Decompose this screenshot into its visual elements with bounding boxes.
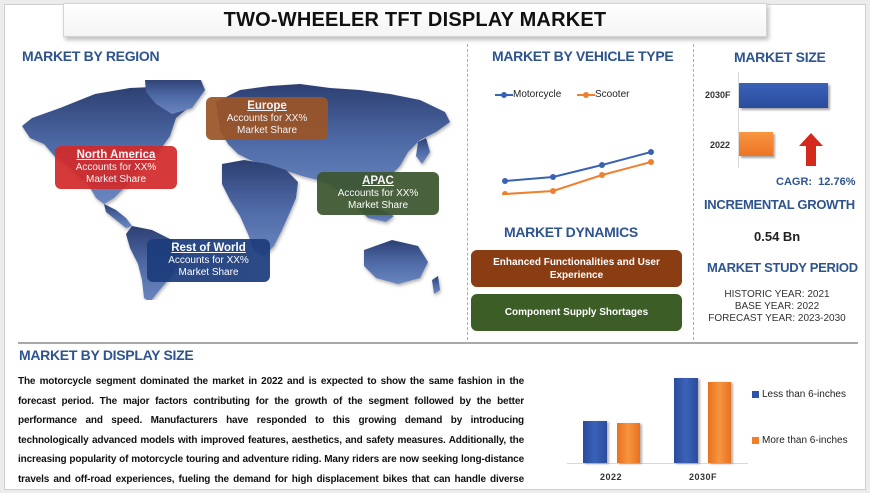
legend-label: Less than 6-inches (762, 389, 846, 400)
display-axis-label: 2022 (600, 472, 623, 482)
cagr-value: CAGR: 12.76% (776, 176, 856, 188)
region-share-line: Accounts for XX% (168, 255, 249, 266)
region-share-line: Accounts for XX% (75, 162, 157, 173)
region-card-rest-of-world: Rest of World Accounts for XX% Market Sh… (147, 239, 270, 282)
vehicle-line-chart (502, 149, 654, 195)
historic-year: HISTORIC YEAR: 2021 (724, 289, 830, 300)
legend-line-marker-icon (577, 91, 595, 98)
display-legend-less: Less than 6-inches (752, 389, 846, 400)
dynamics-driver-card: Enhanced Functionalities and User Experi… (471, 250, 682, 287)
incremental-growth-title: INCREMENTAL GROWTH (704, 197, 855, 212)
display-bar-2030f-more (708, 382, 731, 463)
display-legend-more: More than 6-inches (752, 435, 848, 446)
region-card-europe: Europe Accounts for XX% Market Share (206, 97, 328, 140)
display-bar-2022-more (617, 423, 640, 463)
legend-label: Scooter (595, 89, 630, 100)
region-share-line: Market Share (85, 174, 147, 185)
growth-arrow-icon (799, 133, 823, 166)
legend-swatch-icon (752, 437, 759, 444)
region-name: APAC (362, 175, 394, 187)
display-axis-label: 2030F (689, 472, 718, 482)
size-bar-2022 (739, 132, 773, 156)
region-share-line: Accounts for XX% (337, 188, 419, 199)
vehicle-section-title: MARKET BY VEHICLE TYPE (492, 48, 674, 64)
divider-horizontal (18, 342, 858, 344)
vehicle-legend-motorcycle: Motorcycle (495, 89, 561, 100)
study-period-title: MARKET STUDY PERIOD (707, 260, 858, 275)
region-name: North America (76, 149, 156, 161)
incremental-growth-value: 0.54 Bn (754, 229, 801, 244)
region-name: Europe (247, 100, 287, 112)
base-year: BASE YEAR: 2022 (734, 301, 820, 312)
divider-right (693, 44, 694, 340)
legend-label: Motorcycle (513, 89, 562, 100)
region-section-title: MARKET BY REGION (22, 48, 160, 64)
dynamics-challenge-card: Component Supply Shortages (471, 294, 682, 331)
dynamics-section-title: MARKET DYNAMICS (504, 224, 638, 240)
display-bar-2022-less (583, 421, 607, 463)
size-chart-axis (738, 72, 739, 168)
legend-label: More than 6-inches (762, 435, 848, 446)
region-card-north-america: North America Accounts for XX% Market Sh… (55, 146, 177, 189)
page-title: TWO-WHEELER TFT DISPLAY MARKET (63, 3, 767, 37)
display-section-description: The motorcycle segment dominated the mar… (18, 376, 524, 485)
display-chart-baseline (567, 463, 748, 464)
size-section-title: MARKET SIZE (734, 49, 826, 65)
size-bar-label: 2022 (710, 140, 731, 150)
size-bar-2030f (739, 83, 828, 108)
region-share-line: Market Share (347, 200, 409, 211)
display-bar-2030f-less (674, 378, 698, 463)
legend-swatch-icon (752, 391, 759, 398)
forecast-year: FORECAST YEAR: 2023-2030 (708, 313, 846, 324)
legend-line-marker-icon (495, 91, 513, 98)
region-name: Rest of World (171, 242, 246, 254)
region-share-line: Market Share (236, 125, 298, 136)
region-share-line: Market Share (178, 267, 239, 278)
divider-left (467, 44, 468, 340)
vehicle-legend-scooter: Scooter (577, 89, 629, 100)
region-share-line: Accounts for XX% (226, 113, 308, 124)
world-map (22, 80, 450, 300)
display-section-title: MARKET BY DISPLAY SIZE (19, 347, 194, 363)
size-bar-label: 2030F (705, 90, 731, 100)
region-card-apac: APAC Accounts for XX% Market Share (317, 172, 439, 215)
